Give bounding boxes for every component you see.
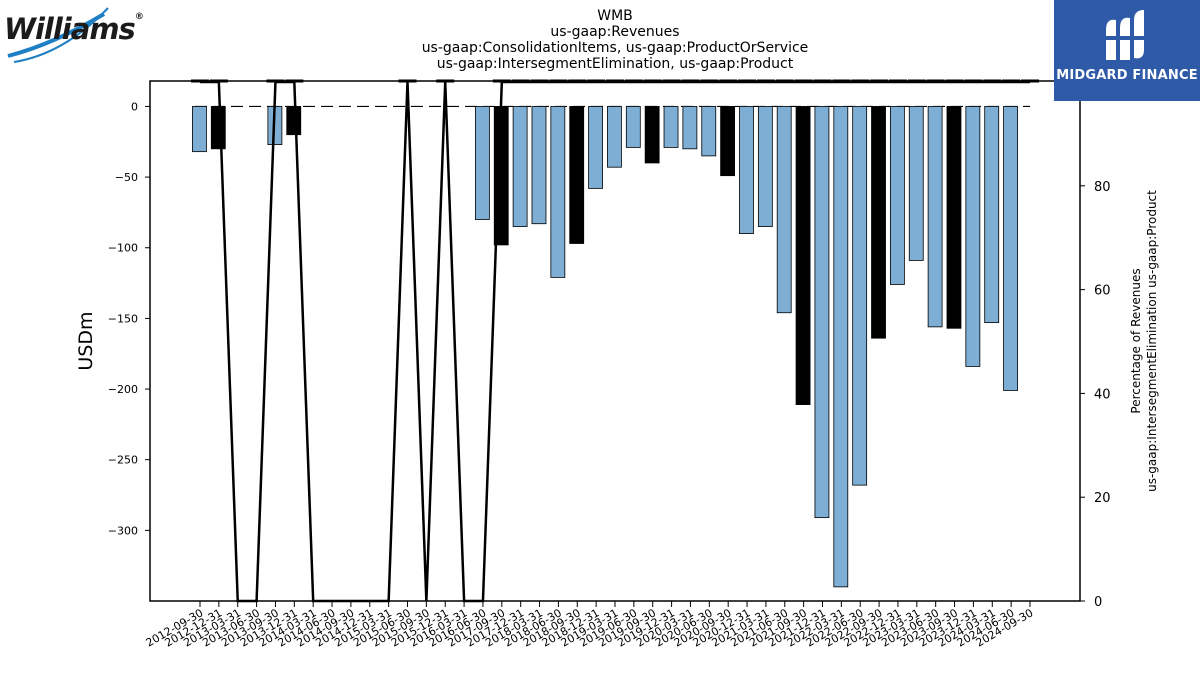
y2tick-label: 40	[1094, 387, 1111, 402]
bar-2022-12-31	[889, 106, 905, 285]
bar-2019-03-31	[607, 106, 622, 168]
bar-2012-12-31	[210, 106, 226, 150]
bar-2022-09-30	[871, 106, 886, 339]
bar-2022-03-31	[833, 106, 849, 588]
y-axis-label: USDm	[75, 311, 97, 370]
bar-2022-06-30	[852, 106, 868, 486]
bar-2018-09-30	[569, 106, 585, 244]
bar-2018-03-31	[531, 106, 547, 225]
ytick-label: −200	[108, 383, 138, 396]
bar-2023-12-31	[965, 106, 981, 367]
bar-2021-12-31	[814, 106, 830, 519]
bar-2012-09-30	[192, 106, 207, 153]
bar-2020-09-30	[720, 106, 736, 177]
bar-2019-06-30	[625, 106, 641, 148]
bar-2019-12-31	[663, 106, 679, 148]
midgard-finance-wordmark: MIDGARD FINANCE	[1056, 68, 1198, 83]
y2tick-label: 60	[1094, 284, 1111, 299]
ytick-label: −100	[108, 242, 138, 255]
y2tick-label: 0	[1094, 595, 1102, 610]
chart-title-axes: us-gaap:ConsolidationItems, us-gaap:Prod…	[421, 40, 809, 56]
ytick-label: −50	[115, 171, 138, 184]
midgard-finance-logo: MIDGARD FINANCE	[1054, 0, 1200, 101]
bar-2013-12-31	[286, 106, 302, 136]
ytick-label: −300	[108, 524, 138, 537]
y2tick-label: 20	[1094, 491, 1111, 506]
williams-logo: Williams®	[4, 4, 144, 66]
ytick-label: −250	[108, 454, 138, 467]
bar-2023-03-31	[908, 106, 924, 261]
y2-axis-label: us-gaap:IntersegmentElimination us-gaap:…	[1145, 190, 1159, 492]
y2-axis-label: Percentage of Revenues	[1129, 268, 1143, 413]
bar-2018-12-31	[588, 106, 603, 189]
y2tick-label: 80	[1094, 180, 1111, 195]
chart-title-concept: us-gaap:Revenues	[550, 24, 680, 40]
bar-2021-09-30	[795, 106, 811, 405]
bar-2021-03-31	[757, 106, 773, 227]
bar-2016-06-30	[474, 106, 490, 220]
bar-2020-06-30	[701, 106, 717, 157]
midgard-emblem-icon	[1104, 10, 1148, 60]
williams-wordmark: Williams®	[4, 12, 144, 46]
bar-2020-12-31	[739, 106, 754, 235]
bar-2021-06-30	[776, 106, 792, 314]
bar-2023-06-30	[927, 106, 943, 328]
bar-2018-06-30	[550, 106, 566, 278]
ytick-label: 0	[131, 100, 138, 113]
chart-title-members: us-gaap:IntersegmentElimination, us-gaap…	[436, 56, 794, 72]
ytick-label: −150	[108, 312, 138, 325]
bar-2023-09-30	[946, 106, 962, 329]
bar-2024-06-30	[1003, 106, 1018, 391]
bar-2020-03-31	[682, 106, 698, 150]
bar-2017-12-31	[512, 106, 528, 227]
chart-title-ticker: WMB	[597, 8, 633, 24]
williams-swoosh-icon	[7, 7, 109, 63]
bar-2019-09-30	[644, 106, 660, 164]
bar-2024-03-31	[984, 106, 1000, 324]
